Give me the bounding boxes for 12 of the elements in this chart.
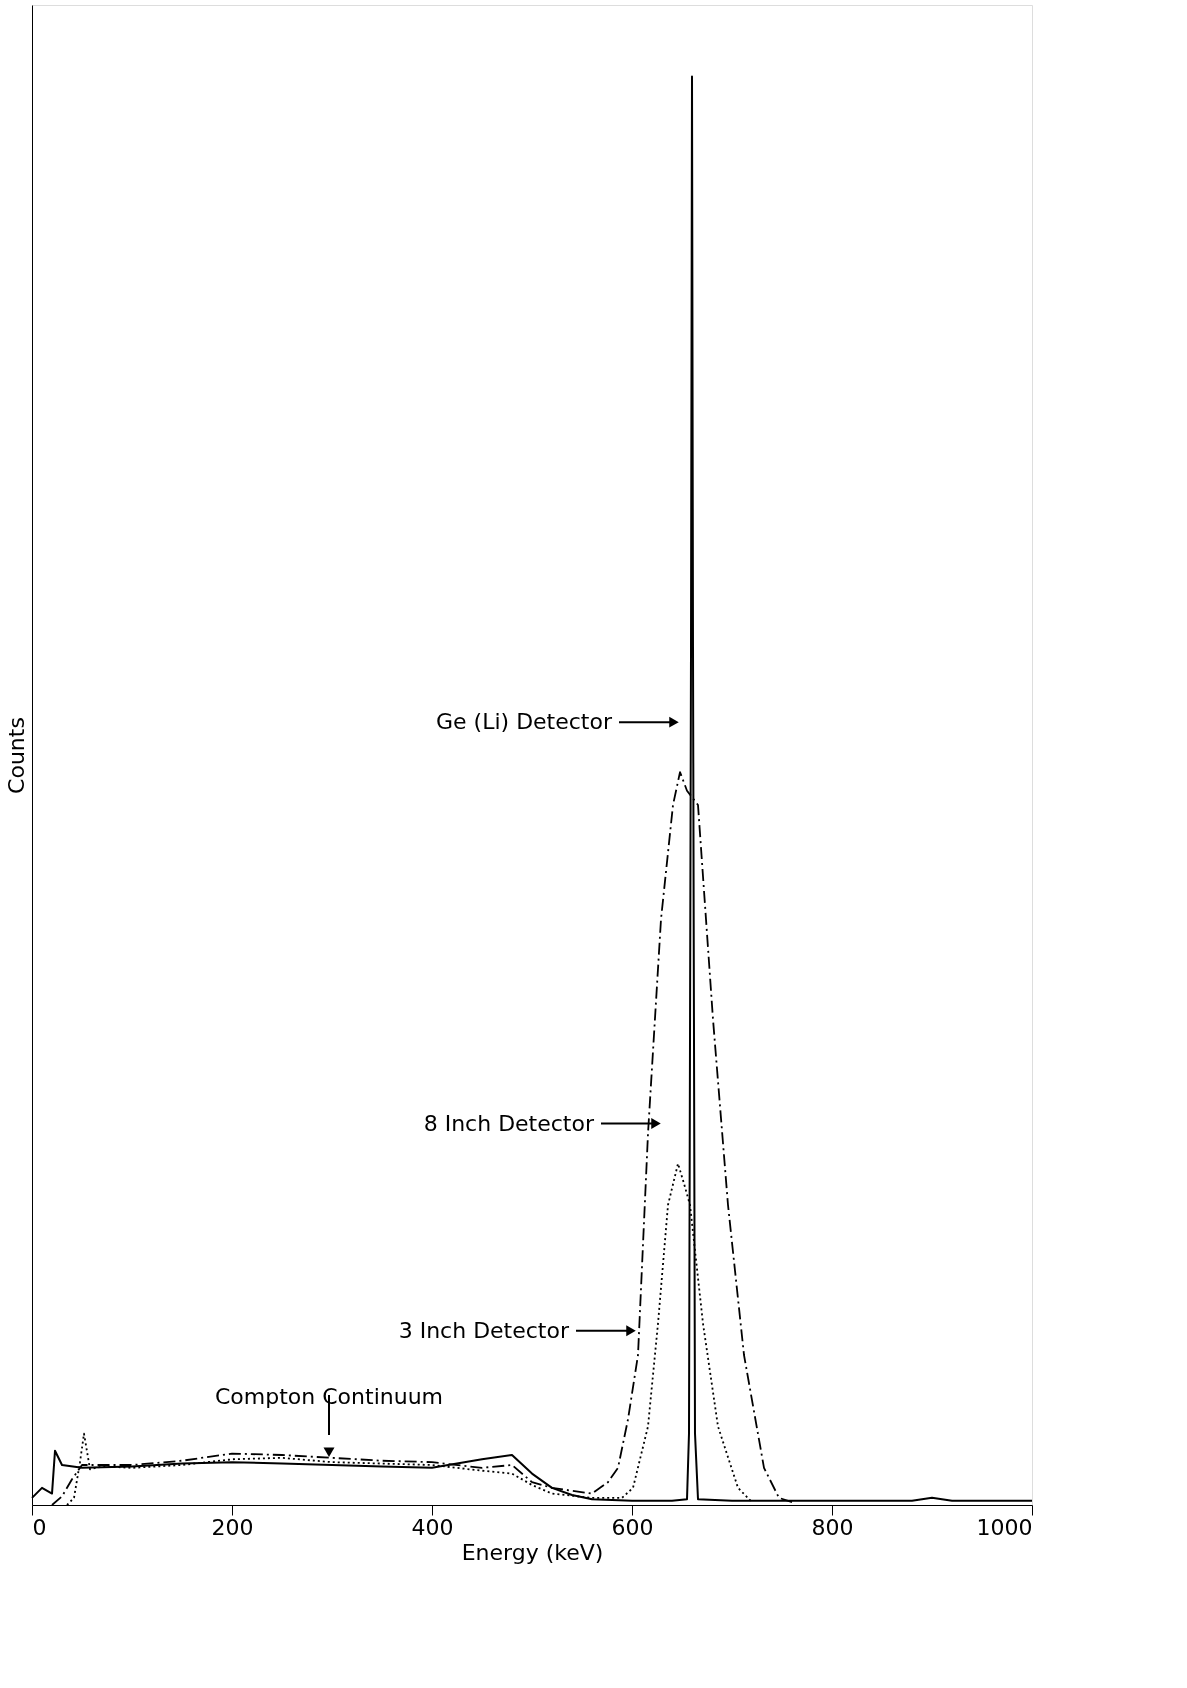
annotation: 3 Inch Detector <box>398 1317 570 1343</box>
annotation: Compton Continuum <box>214 1384 444 1410</box>
y-axis-title: Counts <box>3 717 29 794</box>
x-tick-label: 1000 <box>976 1514 1033 1540</box>
x-tick-label: 400 <box>411 1514 454 1540</box>
x-tick-label: 800 <box>811 1514 854 1540</box>
annotation: 8 Inch Detector <box>423 1110 595 1136</box>
annotation: Ge (Li) Detector <box>436 709 613 735</box>
x-axis-title: Energy (keV) <box>461 1539 604 1565</box>
x-tick-label: 200 <box>211 1514 254 1540</box>
x-tick-label: 600 <box>611 1514 654 1540</box>
x-tick-label: 0 <box>32 1514 47 1540</box>
